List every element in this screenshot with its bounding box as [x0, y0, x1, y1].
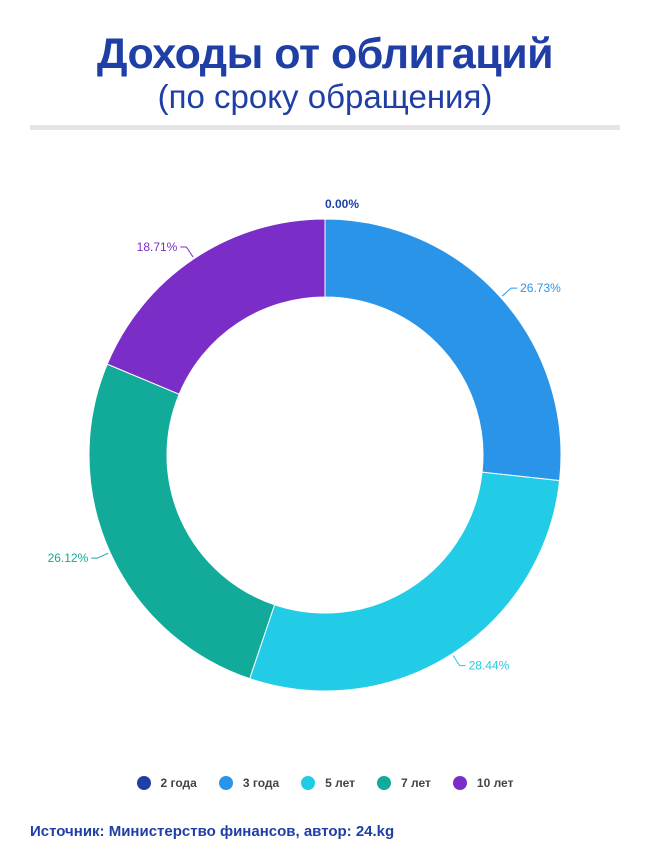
- title-divider: [30, 125, 620, 130]
- legend-label: 2 года: [160, 776, 197, 790]
- leader-line-10-лет: [180, 246, 194, 258]
- slice-10-лет: [106, 218, 326, 395]
- legend-item-7-лет: 7 лет: [377, 776, 431, 790]
- data-label-2-года: 0.00%: [325, 197, 359, 211]
- leader-line-7-лет: [91, 552, 109, 559]
- data-label-3-года: 26.73%: [520, 281, 561, 295]
- legend-item-2-года: 2 года: [136, 776, 197, 790]
- legend-item-10-лет: 10 лет: [452, 776, 514, 790]
- legend-swatch: [301, 776, 316, 790]
- legend-label: 3 года: [242, 776, 280, 790]
- legend-item-5-лет: 5 лет: [301, 776, 355, 790]
- legend-swatch: [377, 776, 392, 790]
- chart-legend: 2 года 3 года 5 лет 7 лет 10 лет: [0, 772, 650, 794]
- legend-swatch: [218, 776, 233, 790]
- data-label-7-лет: 26.12%: [48, 551, 89, 565]
- leader-line-5-лет: [452, 655, 466, 667]
- legend-swatch: [136, 776, 151, 790]
- legend-item-3-года: 3 года: [218, 776, 280, 790]
- chart-title: Доходы от облигаций: [96, 30, 554, 78]
- slice-5-лет: [249, 471, 561, 692]
- data-label-10-лет: 18.71%: [137, 240, 178, 254]
- data-label-5-лет: 28.44%: [469, 659, 510, 673]
- chart-subtitle: (по сроку обращения): [157, 78, 493, 115]
- legend-label: 7 лет: [401, 776, 431, 790]
- legend-label: 10 лет: [476, 776, 514, 790]
- legend-swatch: [452, 776, 467, 790]
- leader-line-3-года: [501, 287, 518, 297]
- legend-label: 5 лет: [325, 776, 356, 790]
- slice-7-лет: [88, 363, 276, 680]
- slice-3-года: [324, 218, 562, 482]
- donut-chart: 0.00% 26.73% 28.44% 26.12% 18.71%: [48, 197, 562, 692]
- source-note: Источник: Министерство финансов, автор: …: [30, 823, 395, 840]
